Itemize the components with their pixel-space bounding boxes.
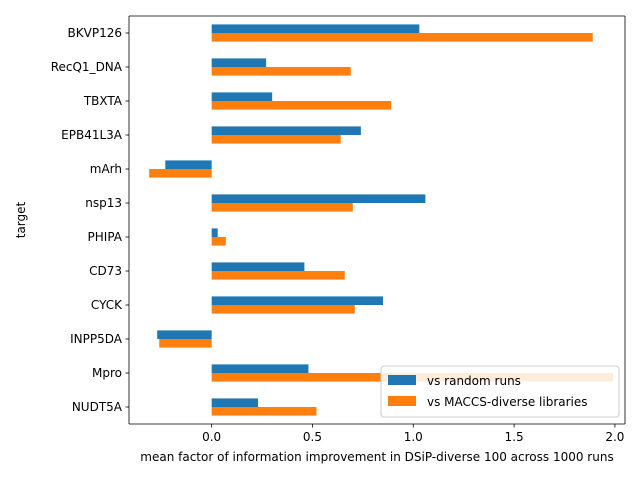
bar-maccs-recq1_dna [211, 67, 351, 76]
bar-maccs-marh [149, 169, 212, 178]
x-axis-label: mean factor of information improvement i… [140, 450, 613, 464]
bar-random-nudt5a [211, 398, 259, 407]
legend-label-maccs: vs MACCS-diverse libraries [427, 395, 588, 409]
y-tick-label: CD73 [89, 264, 122, 278]
bar-maccs-tbxta [211, 101, 392, 110]
bar-random-cd73 [211, 262, 305, 271]
bar-random-tbxta [211, 92, 273, 101]
axes-frame [128, 15, 626, 425]
y-tick-label: mArh [90, 162, 122, 176]
y-tick-label: PHIPA [88, 230, 123, 244]
legend-box [380, 365, 620, 418]
y-tick-label: CYCK [91, 298, 123, 312]
bar-maccs-nsp13 [211, 203, 353, 212]
bar-maccs-epb41l3a [211, 135, 341, 144]
x-tick-label: 0.5 [303, 430, 322, 444]
bar-maccs-inpp5da [159, 339, 212, 348]
bar-maccs-bkvp126 [211, 33, 593, 42]
y-tick-label: RecQ1_DNA [51, 60, 123, 74]
bar-random-recq1_dna [211, 58, 267, 67]
bar-random-bkvp126 [211, 24, 420, 33]
y-tick-label: nsp13 [85, 196, 122, 210]
y-axis-ticks: BKVP126 RecQ1_DNA TBXTA EPB41L3A mArh nsp13 PH… [51, 26, 129, 414]
y-tick-label: INPP5DA [70, 332, 123, 346]
bar-maccs-nudt5a [211, 407, 317, 416]
legend-swatch-random [388, 375, 416, 385]
bar-random-epb41l3a [211, 126, 361, 135]
legend-label-random: vs random runs [427, 374, 521, 388]
y-tick-label: EPB41L3A [61, 128, 123, 142]
x-axis-ticks: 0.0 0.5 1.0 1.5 2.0 [202, 424, 624, 444]
y-axis-label: target [14, 201, 28, 238]
bar-maccs-cyck [211, 305, 355, 314]
bar-random-phipa [211, 228, 218, 237]
bar-random-inpp5da [157, 330, 212, 339]
legend: vs random runs vs MACCS-diverse librarie… [380, 365, 620, 418]
bar-maccs-cd73 [211, 271, 345, 280]
bar-random-cyck [211, 296, 384, 305]
x-tick-label: 2.0 [605, 430, 624, 444]
bar-maccs-phipa [211, 237, 226, 246]
bar-random-mpro [211, 364, 309, 373]
y-tick-label: Mpro [92, 366, 122, 380]
bar-random-marh [165, 160, 212, 169]
x-tick-label: 0.0 [202, 430, 221, 444]
x-tick-label: 1.5 [505, 430, 524, 444]
bar-random-nsp13 [211, 194, 426, 203]
bars-group [149, 24, 613, 416]
legend-swatch-maccs [388, 396, 416, 406]
x-tick-label: 1.0 [404, 430, 423, 444]
y-tick-label: TBXTA [83, 94, 123, 108]
y-tick-label: NUDT5A [72, 400, 123, 414]
y-tick-label: BKVP126 [68, 26, 122, 40]
